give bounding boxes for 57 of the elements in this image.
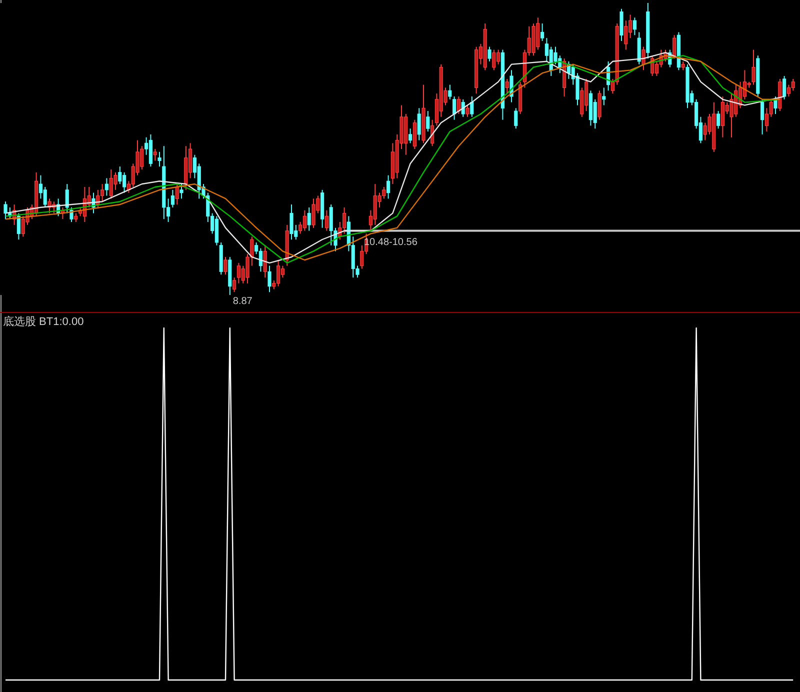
candlestick [214, 216, 218, 246]
candlestick [263, 244, 267, 278]
candlestick [408, 128, 412, 144]
candlestick [412, 119, 416, 150]
candlestick [448, 84, 452, 100]
candlestick [43, 186, 47, 208]
candlestick [456, 96, 460, 114]
candlestick [158, 151, 162, 168]
candlestick [470, 96, 474, 118]
candlestick [637, 32, 641, 65]
candlestick [540, 22, 544, 42]
candlestick [492, 49, 496, 71]
candlestick [791, 78, 795, 92]
candlestick [774, 96, 778, 114]
candlestick [730, 93, 734, 138]
candlestick [118, 166, 122, 185]
candlestick [175, 184, 179, 205]
candlestick [4, 201, 8, 220]
candlestick [224, 256, 228, 276]
candlestick [153, 148, 157, 162]
candlestick [672, 34, 676, 59]
candlestick [488, 46, 492, 62]
candlestick [716, 110, 720, 130]
candlestick [48, 198, 52, 214]
candlestick [598, 90, 602, 120]
candlestick [65, 184, 69, 214]
candlestick [324, 210, 328, 232]
candlestick [312, 198, 316, 228]
candlestick [514, 108, 518, 130]
candlestick [417, 108, 421, 141]
candlestick [268, 265, 272, 293]
candlestick [16, 212, 20, 240]
candlestick [461, 98, 465, 118]
candlestick [752, 49, 756, 86]
candlestick [642, 46, 646, 71]
candlestick [170, 189, 174, 208]
candlestick [624, 20, 628, 50]
text: 8.87 [232, 296, 253, 307]
candlestick [290, 204, 294, 240]
candlestick [180, 184, 184, 200]
candlestick [148, 134, 152, 168]
candlestick [510, 70, 514, 103]
candlestick [104, 178, 108, 196]
candlestick [232, 276, 236, 293]
candlestick [426, 110, 430, 132]
candlestick [620, 8, 624, 42]
candlestick [782, 76, 786, 100]
candlestick [302, 210, 306, 232]
candlestick [386, 174, 390, 200]
chart-title: 底选股 BT1:0.00 [3, 315, 84, 328]
candlestick [602, 87, 606, 106]
candlestick [632, 17, 636, 36]
candlestick [505, 78, 509, 94]
candlestick [307, 206, 311, 232]
candlestick [70, 206, 74, 222]
candlestick [452, 96, 456, 120]
candlestick [466, 104, 470, 118]
